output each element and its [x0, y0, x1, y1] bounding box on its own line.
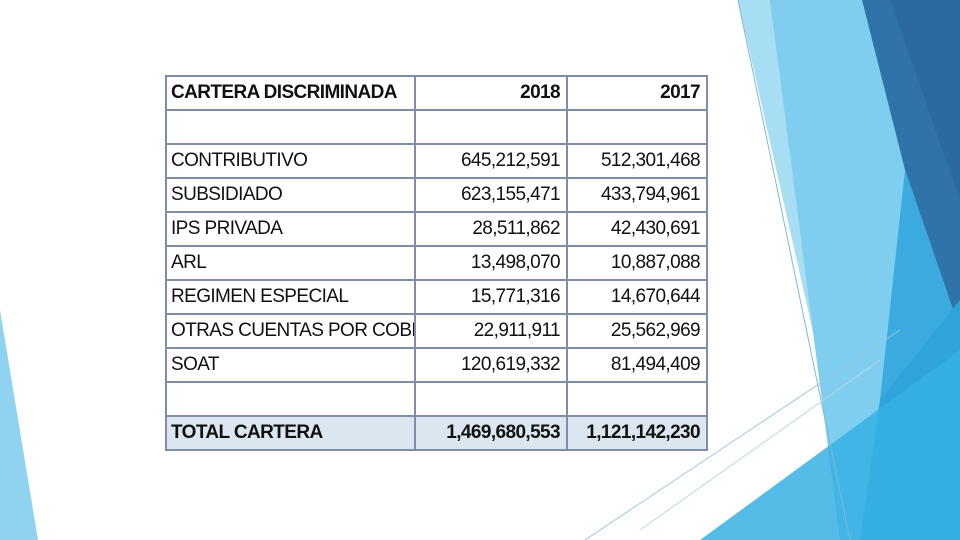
- row-value-2018: 28,511,862: [414, 211, 568, 247]
- row-label: SUBSIDIADO: [165, 177, 416, 213]
- row-value-2017: 42,430,691: [566, 211, 708, 247]
- total-row: TOTAL CARTERA 1,469,680,553 1,121,142,23…: [165, 415, 708, 451]
- table-row: OTRAS CUENTAS POR COBRAR 22,911,911 25,5…: [165, 313, 708, 349]
- row-label: IPS PRIVADA: [165, 211, 416, 247]
- table-row: CONTRIBUTIVO 645,212,591 512,301,468: [165, 143, 708, 179]
- right-facet-deep: [890, 0, 960, 200]
- table-row: REGIMEN ESPECIAL 15,771,316 14,670,644: [165, 279, 708, 315]
- header-2017: 2017: [566, 75, 708, 111]
- header-cartera-discriminada: CARTERA DISCRIMINADA: [165, 75, 416, 111]
- row-value-2017: 512,301,468: [566, 143, 708, 179]
- row-value-2018: 120,619,332: [414, 347, 568, 383]
- blank-cell: [165, 381, 416, 417]
- table-row: IPS PRIVADA 28,511,862 42,430,691: [165, 211, 708, 247]
- row-label: ARL: [165, 245, 416, 281]
- table-header-row: CARTERA DISCRIMINADA 2018 2017: [165, 75, 708, 111]
- row-value-2017: 81,494,409: [566, 347, 708, 383]
- row-value-2018: 645,212,591: [414, 143, 568, 179]
- row-value-2017: 433,794,961: [566, 177, 708, 213]
- total-value-2017: 1,121,142,230: [566, 415, 708, 451]
- thin-line-1: [737, 0, 851, 540]
- row-value-2017: 25,562,969: [566, 313, 708, 349]
- header-2018: 2018: [414, 75, 568, 111]
- thin-line-2: [584, 329, 901, 540]
- row-value-2017: 14,670,644: [566, 279, 708, 315]
- table-blank-row: [165, 109, 708, 145]
- row-value-2017: 10,887,088: [566, 245, 708, 281]
- table-row: SUBSIDIADO 623,155,471 433,794,961: [165, 177, 708, 213]
- total-label: TOTAL CARTERA: [165, 415, 416, 451]
- thin-line-3: [639, 359, 881, 531]
- table-row: ARL 13,498,070 10,887,088: [165, 245, 708, 281]
- row-label: OTRAS CUENTAS POR COBRAR: [165, 313, 416, 349]
- blank-cell: [165, 109, 416, 145]
- total-value-2018: 1,469,680,553: [414, 415, 568, 451]
- blank-cell: [414, 381, 568, 417]
- row-label: CONTRIBUTIVO: [165, 143, 416, 179]
- table-row: SOAT 120,619,332 81,494,409: [165, 347, 708, 383]
- row-value-2018: 13,498,070: [414, 245, 568, 281]
- blank-cell: [566, 109, 708, 145]
- row-label: SOAT: [165, 347, 416, 383]
- row-value-2018: 623,155,471: [414, 177, 568, 213]
- cartera-table: CARTERA DISCRIMINADA 2018 2017 CONTRIBUT…: [165, 75, 708, 451]
- row-label: REGIMEN ESPECIAL: [165, 279, 416, 315]
- blank-cell: [414, 109, 568, 145]
- table-blank-row: [165, 381, 708, 417]
- row-value-2018: 15,771,316: [414, 279, 568, 315]
- row-value-2018: 22,911,911: [414, 313, 568, 349]
- blank-cell: [566, 381, 708, 417]
- left-accent-shape: [0, 310, 38, 540]
